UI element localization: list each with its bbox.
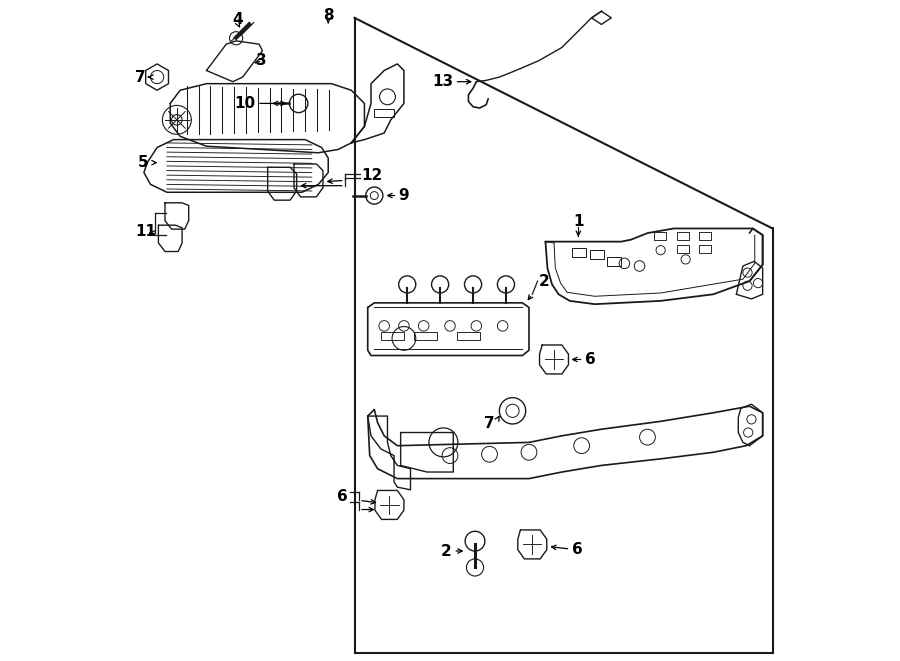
Text: 2: 2 [539, 274, 550, 289]
Text: 6: 6 [585, 352, 596, 367]
Text: 7: 7 [135, 69, 146, 85]
Bar [414, 332, 436, 340]
Bar [590, 251, 604, 259]
Bar [607, 256, 621, 266]
Text: 8: 8 [323, 9, 334, 23]
Bar [698, 245, 711, 253]
Text: 9: 9 [399, 188, 410, 203]
Text: 1: 1 [573, 214, 583, 229]
Text: 12: 12 [361, 169, 382, 183]
Bar [381, 332, 404, 340]
Text: 5: 5 [138, 155, 148, 170]
Text: 6: 6 [338, 489, 348, 504]
Text: 2: 2 [441, 543, 452, 559]
Bar [654, 232, 666, 240]
Text: 6: 6 [572, 541, 582, 557]
Text: 10: 10 [235, 96, 256, 111]
Text: 11: 11 [135, 224, 157, 239]
Bar [677, 232, 688, 240]
Text: 4: 4 [233, 13, 243, 27]
Bar [374, 108, 394, 116]
Bar [677, 245, 688, 253]
Text: 3: 3 [256, 53, 266, 68]
Text: 7: 7 [484, 416, 495, 432]
Bar [456, 332, 480, 340]
Bar [698, 232, 711, 240]
Text: 13: 13 [432, 74, 454, 89]
Bar [572, 248, 586, 256]
